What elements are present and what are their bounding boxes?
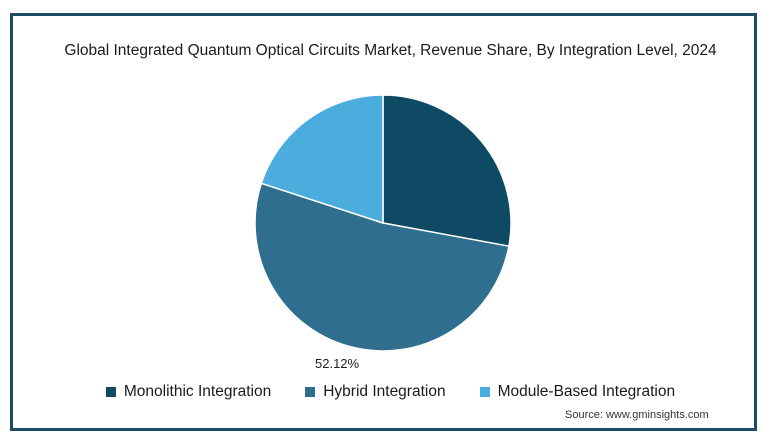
legend-item-hybrid: Hybrid Integration bbox=[305, 383, 446, 401]
slice-module-based bbox=[260, 94, 384, 225]
slice-hybrid bbox=[254, 182, 510, 352]
legend-label-monolithic: Monolithic Integration bbox=[123, 383, 272, 400]
legend-item-module-based: Module-Based Integration bbox=[479, 383, 676, 401]
legend-label-hybrid: Hybrid Integration bbox=[323, 383, 446, 400]
chart-title: Global Integrated Quantum Optical Circui… bbox=[64, 42, 717, 59]
legend-swatch-hybrid bbox=[305, 387, 316, 397]
legend-item-monolithic: Monolithic Integration bbox=[105, 383, 272, 401]
legend-swatch-monolithic bbox=[105, 387, 116, 397]
source-note: Source: www.gminsights.com bbox=[565, 409, 709, 421]
legend-label-module-based: Module-Based Integration bbox=[497, 383, 676, 400]
data-label-hybrid: 52.12% bbox=[315, 356, 360, 371]
legend-swatch-module-based bbox=[479, 387, 490, 397]
chart-legend: Monolithic Integration Hybrid Integratio… bbox=[0, 383, 781, 401]
slice-monolithic bbox=[382, 94, 512, 248]
